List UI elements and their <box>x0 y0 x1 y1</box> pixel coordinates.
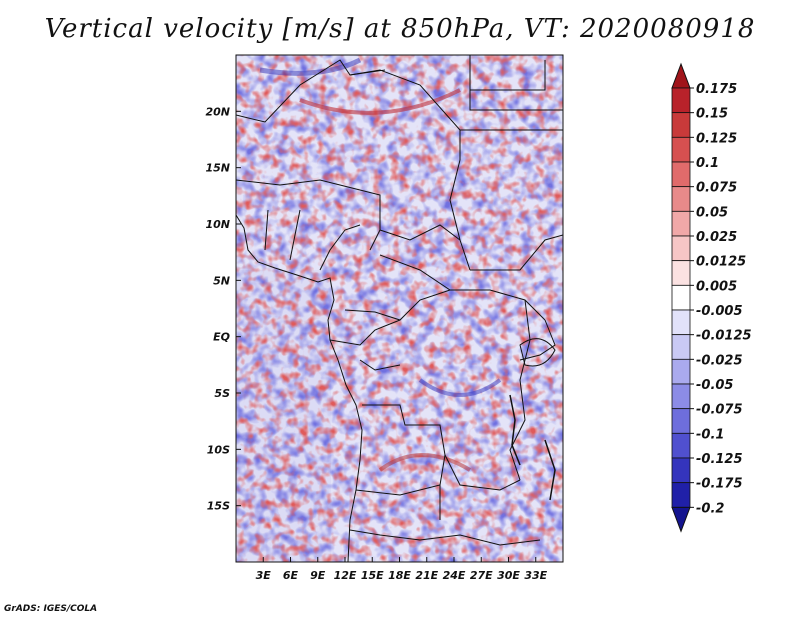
colorbar-label: 0.175 <box>696 82 737 97</box>
colorbar: 0.175 0.15 0.125 0.1 0.075 0.05 0.025 0.0125 0.0… <box>671 62 752 533</box>
colorbar-label: 0.025 <box>696 230 737 245</box>
colorbar-segment <box>671 284 691 311</box>
colorbar-label: 0.125 <box>696 131 737 146</box>
lat-tick-label: 5S <box>214 387 230 400</box>
chart-title: Vertical velocity [m/s] at 850hPa, VT: 2… <box>44 14 756 44</box>
lat-tick-label: 15S <box>207 500 230 513</box>
lat-tick-label: 10N <box>205 218 230 231</box>
lon-tick-label: 18E <box>388 569 411 582</box>
colorbar-segment <box>671 235 691 262</box>
lon-tick-label: 12E <box>334 569 357 582</box>
colorbar-segment <box>671 408 691 434</box>
lon-tick-label: 6E <box>283 569 299 582</box>
lat-axis: 20N 15N 10N 5N EQ 5S 10S 15S <box>205 105 241 513</box>
colorbar-segment <box>671 112 691 138</box>
colorbar-segment <box>671 457 691 484</box>
colorbar-segment <box>671 260 691 286</box>
colorbar-bottom-triangle <box>671 506 691 533</box>
lon-tick-label: 27E <box>470 569 493 582</box>
colorbar-segment <box>671 334 691 360</box>
colorbar-label: 0.1 <box>696 156 719 171</box>
credit-text: GrADS: IGES/COLA <box>4 604 98 614</box>
colorbar-label: -0.2 <box>696 501 724 516</box>
colorbar-label: 0.05 <box>696 205 728 220</box>
colorbar-segment <box>671 87 691 114</box>
lat-tick-label: 15N <box>205 162 230 175</box>
lon-tick-label: 15E <box>361 569 384 582</box>
lon-tick-label: 24E <box>443 569 466 582</box>
lat-tick-label: EQ <box>213 331 230 344</box>
colorbar-segment <box>671 136 691 163</box>
velocity-field <box>236 55 563 562</box>
lon-tick-label: 33E <box>524 569 547 582</box>
colorbar-segment <box>671 383 691 410</box>
colorbar-label: -0.075 <box>696 403 743 418</box>
colorbar-segment <box>671 309 691 336</box>
lon-tick-label: 3E <box>256 569 272 582</box>
colorbar-segment <box>671 161 691 188</box>
colorbar-label: -0.025 <box>696 353 743 368</box>
colorbar-label: 0.15 <box>696 107 728 122</box>
colorbar-top-triangle <box>671 62 691 89</box>
lon-axis: 3E 6E 9E 12E 15E 18E 21E 24E 27E 30E 33E <box>256 557 548 582</box>
colorbar-label: 0.0125 <box>696 255 746 270</box>
lat-tick-label: 20N <box>205 105 230 118</box>
colorbar-segment <box>671 358 691 385</box>
colorbar-segment <box>671 432 691 459</box>
lat-tick-label: 10S <box>207 443 230 456</box>
colorbar-label: -0.05 <box>696 378 733 393</box>
lon-tick-label: 9E <box>310 569 326 582</box>
colorbar-label: 0.075 <box>696 181 737 196</box>
lat-tick-label: 5N <box>213 274 230 287</box>
lon-tick-label: 30E <box>497 569 520 582</box>
colorbar-label: -0.175 <box>696 477 743 492</box>
colorbar-label: -0.125 <box>696 452 743 467</box>
colorbar-segment <box>671 482 691 508</box>
colorbar-segment <box>671 186 691 212</box>
colorbar-label: -0.005 <box>696 304 743 319</box>
colorbar-label: 0.005 <box>696 279 737 294</box>
colorbar-label: -0.0125 <box>696 329 752 344</box>
colorbar-segment <box>671 210 691 237</box>
country-borders <box>236 55 563 562</box>
colorbar-label: -0.1 <box>696 427 724 442</box>
lon-tick-label: 21E <box>415 569 438 582</box>
